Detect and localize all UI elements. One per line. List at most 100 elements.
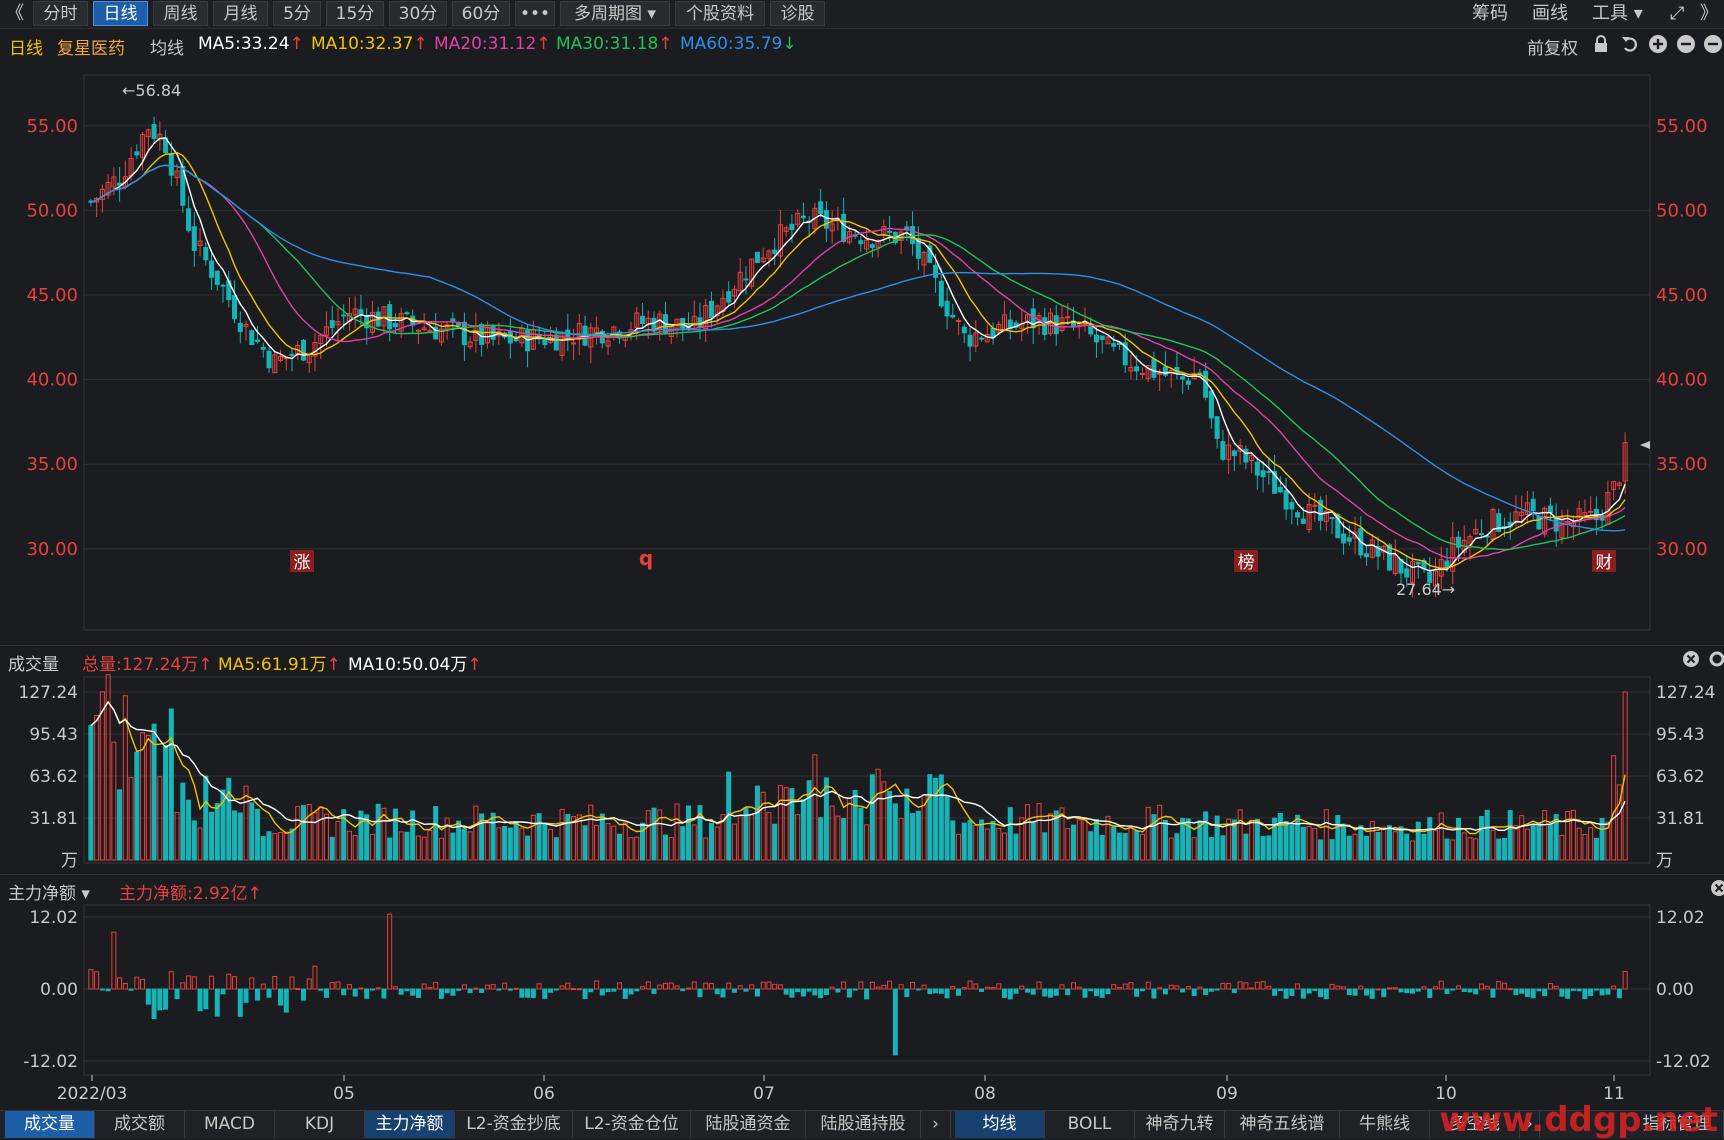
- tab-5min[interactable]: 5分: [273, 1, 321, 26]
- tab-hk-connect-flow[interactable]: 陆股通资金: [691, 1111, 806, 1138]
- volume-bar: [777, 785, 783, 861]
- zoom-in-icon[interactable]: [1648, 34, 1668, 59]
- flow-bar: [967, 980, 973, 990]
- flow-bar: [1346, 988, 1352, 995]
- volume-bar: [507, 827, 513, 861]
- settings-icon[interactable]: [1703, 34, 1723, 59]
- tab-ma[interactable]: 均线: [955, 1111, 1045, 1138]
- flow-bar: [214, 988, 220, 1017]
- volume-bar: [427, 830, 433, 861]
- more-periods-button[interactable]: •••: [515, 1, 555, 26]
- candle-body: [858, 240, 864, 245]
- tab-monthly[interactable]: 月线: [213, 1, 268, 26]
- flow-bar: [737, 985, 743, 990]
- close-flow-icon[interactable]: [1710, 879, 1724, 902]
- tab-60min[interactable]: 60分: [452, 1, 510, 26]
- tab-boll[interactable]: BOLL: [1045, 1111, 1135, 1138]
- flow-bar: [812, 988, 818, 996]
- flow-bar: [1415, 988, 1421, 992]
- lock-icon[interactable]: [1592, 34, 1610, 59]
- volume-bar: [1065, 828, 1071, 861]
- ma-label[interactable]: 均线: [150, 39, 184, 59]
- tab-main-flow[interactable]: 主力净额: [365, 1111, 455, 1138]
- draw-line-button[interactable]: 画线: [1532, 3, 1568, 24]
- price-ytick-right: 45.00: [1656, 285, 1708, 306]
- diagnosis-button[interactable]: 诊股: [770, 1, 825, 26]
- adjust-mode[interactable]: 前复权: [1527, 39, 1578, 59]
- flow-bar: [1335, 985, 1341, 990]
- candle-body: [329, 320, 335, 329]
- flow-bar: [1513, 988, 1519, 996]
- volume-bar: [1007, 807, 1013, 861]
- volume-bar: [846, 797, 852, 861]
- volume-ma10-line: [90, 700, 1626, 831]
- zoom-out-icon[interactable]: [1676, 34, 1696, 59]
- volume-bar: [1231, 819, 1237, 861]
- candle-body: [708, 300, 714, 318]
- main-flow-chart[interactable]: 12.02 12.02 0.00 0.00 -12.02 -12.02 2022/03 05…: [0, 900, 1724, 1110]
- flow-bar: [1484, 985, 1490, 990]
- volume-bar: [249, 802, 255, 861]
- flow-bar: [1042, 988, 1048, 997]
- candle-body: [358, 309, 364, 315]
- tab-magic-five[interactable]: 神奇五线谱: [1225, 1111, 1340, 1138]
- expand-right-icon[interactable]: 》: [1700, 3, 1718, 24]
- tab-kdj[interactable]: KDJ: [275, 1111, 365, 1138]
- candle-body: [594, 327, 600, 334]
- tab-volume[interactable]: 成交量: [5, 1111, 95, 1138]
- volume-bar: [961, 822, 967, 861]
- volume-bar: [473, 805, 479, 861]
- volume-bar: [835, 815, 841, 861]
- volume-bar: [599, 813, 605, 861]
- volume-bar: [1025, 804, 1031, 861]
- fullscreen-icon[interactable]: ⤢: [1670, 3, 1685, 24]
- tab-fenshi[interactable]: 分时: [33, 1, 88, 26]
- tab-daily[interactable]: 日线: [93, 1, 148, 26]
- candle-body: [789, 223, 795, 231]
- flow-bar: [858, 981, 864, 990]
- volume-bar: [1157, 804, 1163, 861]
- tab-long-short[interactable]: 多空线: [1430, 1111, 1520, 1138]
- chips-button[interactable]: 筹码: [1472, 3, 1508, 24]
- flow-bar: [1404, 988, 1410, 994]
- candle-body: [404, 312, 410, 315]
- tab-macd[interactable]: MACD: [185, 1111, 275, 1138]
- stock-profile-button[interactable]: 个股资料: [675, 1, 765, 26]
- tab-bull-bear[interactable]: 牛熊线: [1340, 1111, 1430, 1138]
- flow-bar: [209, 975, 215, 990]
- event-marker-bg: [290, 550, 314, 572]
- flow-bar: [984, 986, 990, 990]
- flow-title-dropdown[interactable]: 主力净额 ▾: [8, 884, 90, 904]
- volume-bar: [565, 814, 571, 861]
- volume-bar: [1053, 810, 1059, 861]
- multi-period-dropdown[interactable]: 多周期图 ▾: [560, 1, 670, 26]
- tools-dropdown[interactable]: 工具 ▾: [1592, 3, 1643, 24]
- close-volume-icon[interactable]: [1682, 650, 1700, 673]
- price-chart[interactable]: 55.00 55.00 50.00 50.00 45.00 45.00 40.00 40.00…: [0, 60, 1724, 635]
- tab-turnover[interactable]: 成交额: [95, 1111, 185, 1138]
- undo-icon[interactable]: [1620, 34, 1640, 59]
- flow-bar: [1352, 988, 1358, 996]
- volume-bar: [622, 822, 628, 861]
- volume-title[interactable]: 成交量: [8, 655, 59, 675]
- volume-bar: [300, 805, 306, 861]
- tab-magic-nine[interactable]: 神奇九转: [1135, 1111, 1225, 1138]
- tabs-next-icon[interactable]: ›: [1520, 1111, 1540, 1138]
- tab-l2-position[interactable]: L2-资金仓位: [573, 1111, 691, 1138]
- tab-weekly[interactable]: 周线: [153, 1, 208, 26]
- flow-bar: [1478, 983, 1484, 990]
- volume-bar: [513, 821, 519, 861]
- tab-30min[interactable]: 30分: [389, 1, 447, 26]
- tab-15min[interactable]: 15分: [326, 1, 384, 26]
- stock-name[interactable]: 复星医药: [57, 39, 125, 59]
- volume-bar: [1588, 827, 1594, 861]
- volume-chart[interactable]: 127.24 127.24 95.43 95.43 63.62 63.62 31.81 31.…: [0, 672, 1724, 868]
- tab-l2-bottom[interactable]: L2-资金抄底: [455, 1111, 573, 1138]
- candle-body: [1611, 481, 1617, 490]
- flow-bar: [191, 976, 197, 990]
- flow-bar: [933, 988, 939, 994]
- tab-hk-connect-hold[interactable]: 陆股通持股: [806, 1111, 921, 1138]
- tabs-scroll-right-icon[interactable]: ›: [921, 1111, 951, 1138]
- volume-settings-icon[interactable]: [1708, 650, 1724, 673]
- collapse-left-icon[interactable]: 《: [6, 3, 24, 24]
